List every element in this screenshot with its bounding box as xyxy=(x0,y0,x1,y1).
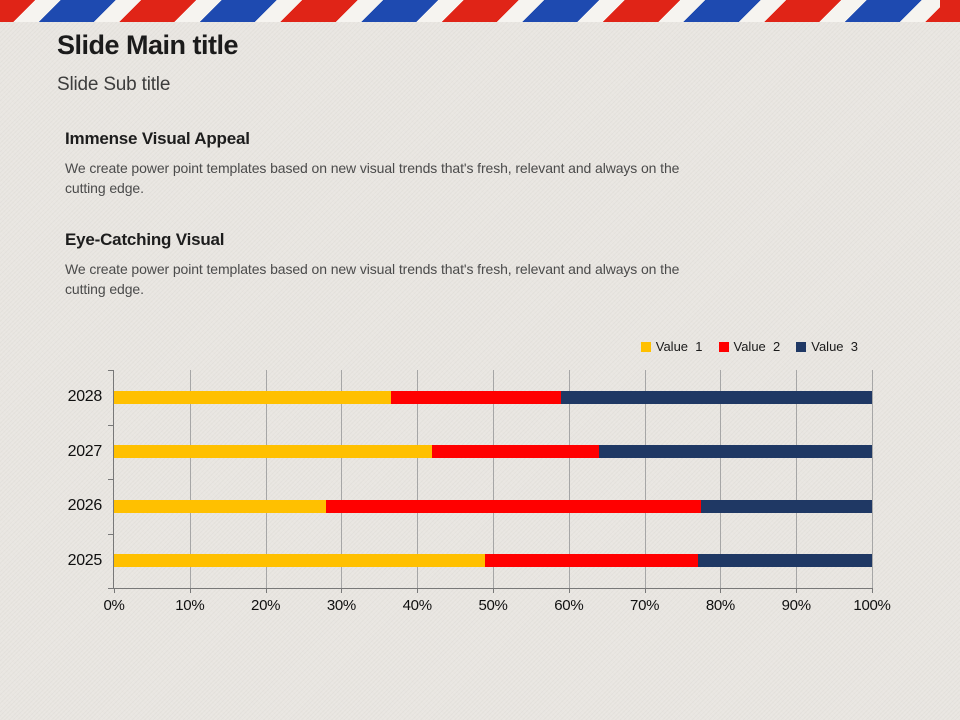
bar-segment-value2 xyxy=(485,554,698,568)
x-tick-label: 0% xyxy=(103,597,125,614)
gridline xyxy=(720,370,722,588)
legend-item: Value 1 xyxy=(640,339,703,354)
legend-label: Value 2 xyxy=(733,339,781,354)
gridline xyxy=(872,370,873,588)
legend-swatch-icon xyxy=(796,341,807,352)
y-axis-tick xyxy=(108,370,113,371)
section-body: We create power point templates based on… xyxy=(65,261,680,297)
x-tick-label: 90% xyxy=(781,597,811,614)
x-axis-tick xyxy=(493,588,494,593)
text-section-1: Immense Visual Appeal We create power po… xyxy=(65,129,697,198)
gridline xyxy=(796,370,798,588)
gridline xyxy=(341,370,343,588)
slide-main-title: Slide Main title xyxy=(57,30,239,60)
stacked-bar xyxy=(114,499,872,513)
gridline xyxy=(265,370,267,588)
x-axis-tick xyxy=(417,588,419,593)
x-tick-label: 10% xyxy=(175,597,205,614)
gridline xyxy=(568,370,570,588)
x-tick-label: 80% xyxy=(705,597,735,614)
slide-sub-title: Slide Sub title xyxy=(57,74,171,95)
y-axis-tick xyxy=(108,588,113,589)
bar-row: 2025 xyxy=(68,534,872,589)
bar-segment-value2 xyxy=(390,390,562,404)
chart-legend: Value 1 Value 2 Value 3 xyxy=(640,339,858,354)
category-label: 2025 xyxy=(67,551,103,569)
bar-segment-value1 xyxy=(114,390,391,404)
x-axis-tick xyxy=(720,588,722,593)
x-tick-label: 60% xyxy=(554,597,584,614)
airmail-stripe-border xyxy=(0,0,960,22)
text-section-2: Eye-Catching Visual We create power poin… xyxy=(65,230,697,299)
x-axis-tick xyxy=(265,588,267,593)
gridline xyxy=(189,370,191,588)
plot-area: 2028 2027 2026 2025 0% 10% 20% 30% 40% 50% 60% 70% 8… xyxy=(68,370,891,614)
x-axis-tick xyxy=(568,588,570,593)
bar-row: 2027 xyxy=(68,425,872,480)
stacked-bar xyxy=(114,554,872,568)
legend-label: Value 1 xyxy=(655,339,703,354)
bar-segment-value2 xyxy=(432,445,600,459)
bar-segment-value3 xyxy=(561,390,872,404)
section-heading: Eye-Catching Visual xyxy=(65,230,225,249)
y-axis-tick xyxy=(108,424,113,426)
gridline xyxy=(417,370,419,588)
section-heading: Immense Visual Appeal xyxy=(65,129,250,148)
bar-segment-value3 xyxy=(599,445,872,459)
x-tick-label: 20% xyxy=(251,597,281,614)
bar-segment-value3 xyxy=(697,554,872,568)
legend-label: Value 3 xyxy=(811,339,858,354)
bar-segment-value1 xyxy=(114,499,327,513)
category-label: 2028 xyxy=(67,388,103,406)
x-axis-tick xyxy=(644,588,646,593)
x-tick-label: 50% xyxy=(478,597,508,614)
y-axis-tick xyxy=(108,479,113,480)
bar-segment-value1 xyxy=(114,445,433,459)
x-axis-tick xyxy=(189,588,191,593)
stacked-bar xyxy=(114,390,872,404)
bar-segment-value3 xyxy=(701,499,872,513)
x-axis-tick xyxy=(872,588,873,593)
stacked-bar xyxy=(114,445,872,459)
gridline xyxy=(644,370,646,588)
legend-swatch-icon xyxy=(718,341,729,352)
y-axis-tick xyxy=(108,533,113,535)
x-tick-label: 40% xyxy=(402,597,432,614)
x-axis-tick xyxy=(341,588,343,593)
legend-swatch-icon xyxy=(640,341,651,352)
x-axis-tick xyxy=(114,588,115,593)
section-body: We create power point templates based on… xyxy=(65,160,680,196)
bar-segment-value2 xyxy=(326,499,702,513)
category-label: 2026 xyxy=(67,497,103,515)
bar-segment-value1 xyxy=(114,554,486,568)
x-tick-label: 30% xyxy=(326,597,356,614)
category-label: 2027 xyxy=(67,442,103,460)
bar-row: 2026 xyxy=(68,479,872,534)
x-tick-label: 100% xyxy=(853,597,891,614)
x-axis-tick xyxy=(796,588,798,593)
x-tick-label: 70% xyxy=(630,597,660,614)
gridline xyxy=(493,370,494,588)
bar-row: 2028 xyxy=(68,370,872,425)
legend-item: Value 2 xyxy=(718,339,781,354)
legend-item: Value 3 xyxy=(796,339,858,354)
